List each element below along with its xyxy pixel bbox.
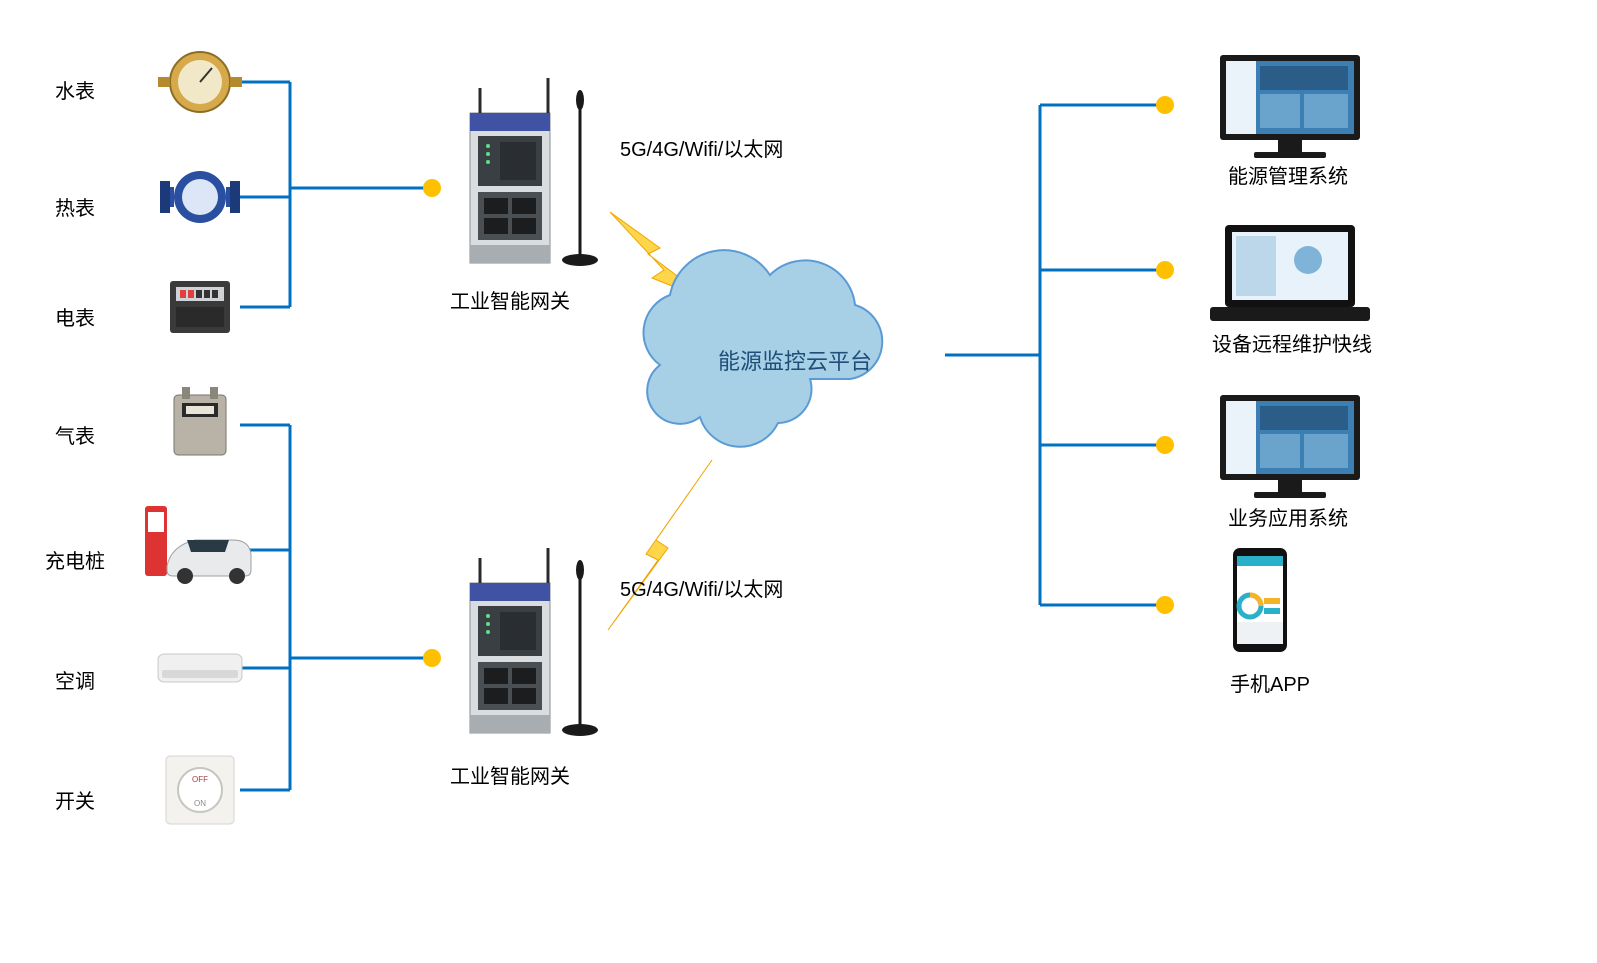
label-elec-meter: 电表: [55, 302, 95, 331]
diagram-overlay: OFF ON: [0, 0, 1597, 963]
biz-monitor-icon: [1220, 395, 1360, 498]
heat-meter-icon: [160, 171, 240, 223]
label-charger: 充电桩: [45, 545, 105, 574]
label-gateway-bottom: 工业智能网关: [450, 760, 570, 789]
remote-laptop-icon: [1210, 225, 1370, 321]
gateway-top-glyph: [470, 78, 598, 266]
label-biz: 业务应用系统: [1228, 502, 1348, 531]
gateway-bottom-glyph: [470, 548, 598, 736]
label-gas-meter: 气表: [55, 420, 95, 449]
water-meter-icon: [158, 52, 242, 112]
label-cloud: 能源监控云平台: [718, 344, 872, 376]
switch-icon: [166, 756, 234, 824]
label-heat-meter: 热表: [55, 192, 95, 221]
label-water-meter: 水表: [55, 75, 95, 104]
gas-meter-icon: [174, 387, 226, 455]
charger-icon: [145, 506, 251, 584]
app-phone-icon: [1233, 548, 1287, 652]
label-aircon: 空调: [55, 665, 95, 694]
label-ems: 能源管理系统: [1228, 160, 1348, 189]
label-conn-top: 5G/4G/Wifi/以太网: [620, 133, 783, 162]
label-switch: 开关: [55, 785, 95, 814]
label-gateway-top: 工业智能网关: [450, 285, 570, 314]
elec-meter-icon: [170, 281, 230, 333]
aircon-icon: [158, 654, 242, 682]
label-remote: 设备远程维护快线: [1212, 328, 1372, 357]
label-conn-bottom: 5G/4G/Wifi/以太网: [620, 573, 783, 602]
label-app: 手机APP: [1230, 668, 1310, 697]
ems-monitor-icon: [1220, 55, 1360, 158]
